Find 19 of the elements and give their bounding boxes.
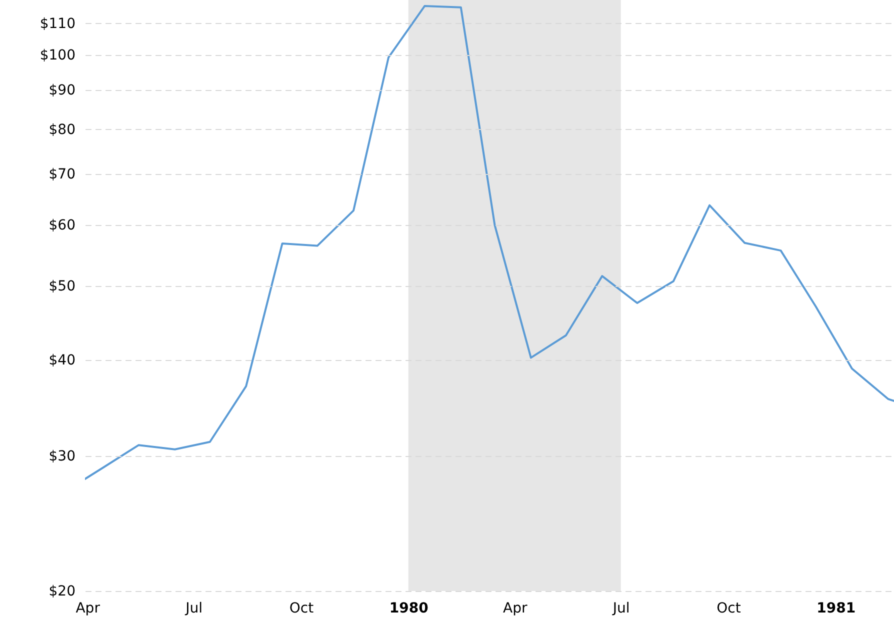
y-tick-label: $80 bbox=[48, 122, 76, 138]
y-tick-label: $30 bbox=[48, 448, 76, 464]
y-tick-label: $60 bbox=[48, 218, 76, 234]
y-tick-label: $40 bbox=[48, 352, 76, 369]
x-tick-label: 1980 bbox=[389, 600, 429, 616]
x-tick-label: Apr bbox=[502, 600, 528, 616]
x-tick-label: Apr bbox=[76, 600, 100, 616]
y-tick-label: $90 bbox=[48, 82, 76, 99]
y-tick-label: $100 bbox=[40, 48, 76, 64]
x-tick-label: Oct bbox=[716, 600, 742, 616]
y-tick-label: $110 bbox=[40, 16, 76, 32]
line-series bbox=[85, 4, 894, 480]
x-tick-label: Jul bbox=[612, 600, 630, 616]
y-tick-label: $20 bbox=[48, 584, 76, 600]
x-tick-label: 1981 bbox=[816, 600, 856, 616]
y-tick-label: $50 bbox=[48, 278, 76, 294]
y-tick-label: $70 bbox=[48, 166, 76, 182]
x-tick-label: Jul bbox=[184, 600, 203, 616]
x-tick-label: Oct bbox=[289, 600, 314, 616]
